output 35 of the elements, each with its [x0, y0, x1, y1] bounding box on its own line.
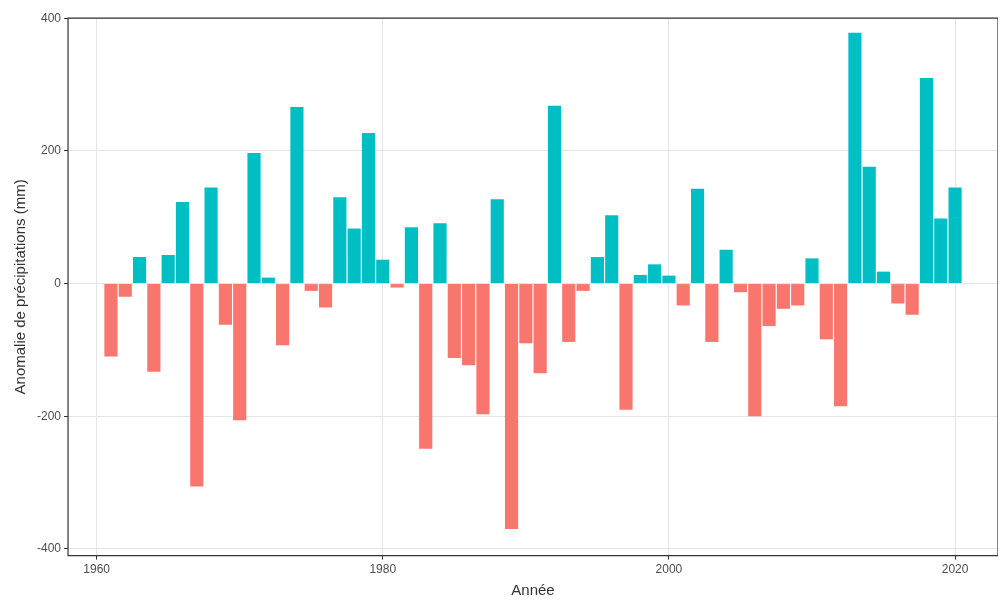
y-axis-title: Anomalie de précipitations (mm)	[11, 179, 29, 395]
x-tick-label: 2020	[941, 562, 969, 577]
bar	[547, 105, 562, 284]
bar	[390, 284, 404, 288]
x-axis-title: Année	[511, 581, 555, 599]
x-tick-label: 1980	[369, 562, 397, 577]
bar	[190, 284, 204, 487]
bar	[290, 107, 304, 284]
bar	[676, 284, 690, 306]
y-tick-label: -400	[36, 541, 62, 556]
bar	[619, 284, 633, 410]
bar	[533, 284, 547, 374]
bar	[719, 249, 733, 284]
bar	[433, 223, 447, 284]
bar	[905, 284, 919, 315]
bar	[562, 284, 576, 342]
bar	[576, 284, 590, 291]
bar	[705, 284, 719, 342]
x-tick-label: 2000	[655, 562, 683, 577]
bar	[132, 257, 147, 284]
x-tick-label: 1960	[83, 562, 111, 577]
bar	[690, 188, 705, 284]
bar	[333, 197, 347, 284]
bar	[805, 258, 819, 284]
bar	[147, 284, 161, 372]
y-tick-label: -200	[36, 408, 62, 423]
bar	[276, 284, 290, 346]
bar	[490, 199, 504, 284]
bar	[404, 227, 418, 284]
bar	[891, 284, 905, 304]
y-tick-label: 400	[40, 10, 62, 25]
bar	[419, 284, 433, 449]
y-tick-label: 200	[40, 143, 62, 158]
y-tick-label: 0	[54, 275, 62, 290]
bar	[204, 187, 218, 284]
